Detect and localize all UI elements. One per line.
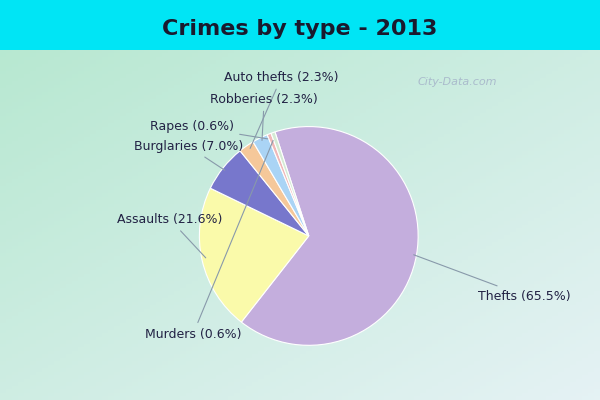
Text: Robberies (2.3%): Robberies (2.3%) <box>211 93 318 140</box>
Wedge shape <box>241 126 418 345</box>
Wedge shape <box>199 188 309 322</box>
Wedge shape <box>240 142 309 236</box>
Wedge shape <box>267 133 309 236</box>
Text: Assaults (21.6%): Assaults (21.6%) <box>118 213 223 258</box>
Text: Crimes by type - 2013: Crimes by type - 2013 <box>163 19 437 39</box>
Text: Rapes (0.6%): Rapes (0.6%) <box>150 120 268 139</box>
Text: Auto thefts (2.3%): Auto thefts (2.3%) <box>224 71 338 148</box>
Text: Burglaries (7.0%): Burglaries (7.0%) <box>134 140 243 170</box>
Text: City-Data.com: City-Data.com <box>418 77 497 87</box>
Wedge shape <box>253 135 309 236</box>
Wedge shape <box>211 151 309 236</box>
Wedge shape <box>271 132 309 236</box>
Text: Murders (0.6%): Murders (0.6%) <box>145 140 273 341</box>
Text: Thefts (65.5%): Thefts (65.5%) <box>414 255 571 302</box>
